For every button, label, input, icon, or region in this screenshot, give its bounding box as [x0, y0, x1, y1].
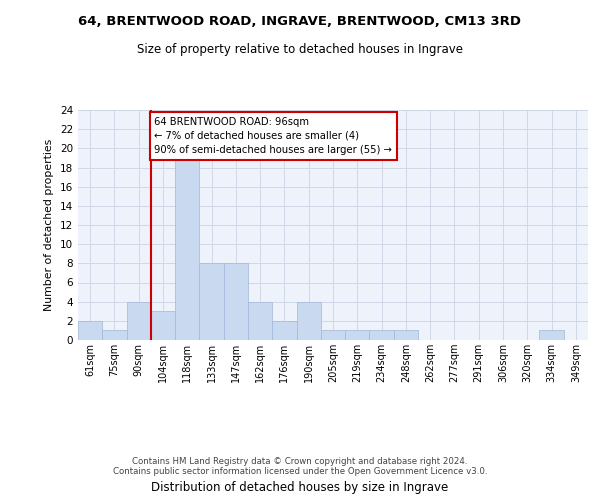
Bar [151, 311, 175, 340]
Text: Contains HM Land Registry data © Crown copyright and database right 2024.: Contains HM Land Registry data © Crown c… [132, 457, 468, 466]
Bar [370, 330, 394, 340]
Bar [175, 148, 199, 340]
Text: 64 BRENTWOOD ROAD: 96sqm
← 7% of detached houses are smaller (4)
90% of semi-det: 64 BRENTWOOD ROAD: 96sqm ← 7% of detache… [155, 116, 392, 154]
Bar [539, 330, 564, 340]
Y-axis label: Number of detached properties: Number of detached properties [44, 139, 55, 311]
Bar [345, 330, 370, 340]
Bar [248, 302, 272, 340]
Bar [224, 264, 248, 340]
Bar [102, 330, 127, 340]
Bar [127, 302, 151, 340]
Bar [272, 321, 296, 340]
Text: Size of property relative to detached houses in Ingrave: Size of property relative to detached ho… [137, 42, 463, 56]
Bar [78, 321, 102, 340]
Bar [296, 302, 321, 340]
Text: Contains public sector information licensed under the Open Government Licence v3: Contains public sector information licen… [113, 467, 487, 476]
Text: Distribution of detached houses by size in Ingrave: Distribution of detached houses by size … [151, 481, 449, 494]
Text: 64, BRENTWOOD ROAD, INGRAVE, BRENTWOOD, CM13 3RD: 64, BRENTWOOD ROAD, INGRAVE, BRENTWOOD, … [79, 15, 521, 28]
Bar [321, 330, 345, 340]
Bar [199, 264, 224, 340]
Bar [394, 330, 418, 340]
